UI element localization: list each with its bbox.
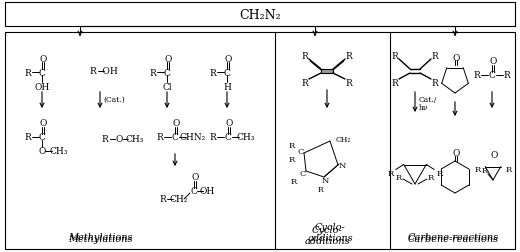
Text: R: R [481,166,487,174]
Text: (Cat.): (Cat.) [103,96,125,104]
Text: R: R [291,177,297,185]
Text: O: O [40,54,47,63]
Text: R: R [432,51,438,60]
Text: O: O [115,135,123,144]
Text: R: R [387,169,394,177]
Text: Carbene-reactions: Carbene-reactions [408,235,499,243]
Text: R: R [474,71,480,80]
Text: R: R [392,79,398,88]
Text: C: C [164,68,171,77]
Text: R: R [302,79,308,88]
Text: R: R [505,166,512,174]
Text: C: C [172,133,178,142]
Text: Methylations: Methylations [68,235,132,243]
Text: C: C [38,68,45,77]
Text: R: R [289,141,295,149]
Text: C: C [224,68,230,77]
Text: R: R [346,51,353,60]
Text: Cyclo-
additions: Cyclo- additions [307,223,353,242]
Text: OH: OH [34,82,49,91]
Text: O: O [38,147,46,156]
Text: R: R [504,71,510,80]
Text: C: C [38,133,45,142]
Text: R: R [317,185,323,193]
Text: hν: hν [419,104,428,112]
Text: R: R [160,195,166,204]
Text: O: O [172,119,180,128]
Polygon shape [321,70,333,74]
Text: Cat./: Cat./ [419,96,437,104]
Text: O: O [224,54,232,63]
Text: R: R [150,68,157,77]
Text: R: R [101,135,108,144]
Text: OH: OH [199,187,215,196]
Text: N: N [321,176,329,184]
Text: CH₂N₂: CH₂N₂ [239,9,281,21]
Text: R: R [210,133,216,142]
Text: R: R [392,51,398,60]
Text: C: C [225,133,231,142]
Text: R: R [474,166,480,174]
Text: R: R [302,51,308,60]
Text: O: O [191,173,199,182]
Text: CH₃: CH₃ [126,135,144,144]
Text: CH₂: CH₂ [336,136,352,143]
Text: CH₃: CH₃ [50,147,68,156]
Text: –OH: –OH [98,67,118,76]
Bar [5,3,515,27]
Text: Cl: Cl [162,82,172,91]
Text: Carbene-reactions: Carbene-reactions [408,233,499,241]
Text: CH₂: CH₂ [170,195,188,204]
Text: R: R [24,133,31,142]
Text: R: R [289,155,295,163]
Text: R: R [396,173,402,181]
Text: C: C [190,187,198,196]
Bar [5,33,515,249]
Text: R: R [24,68,31,77]
Text: R: R [436,169,443,177]
Text: N: N [339,161,346,169]
Text: O: O [489,57,497,66]
Text: R: R [210,68,216,77]
Text: CHN₂: CHN₂ [180,133,206,142]
Text: R: R [346,79,353,88]
Text: C: C [489,71,496,80]
Text: O: O [225,119,232,128]
Text: R: R [432,79,438,88]
Text: O: O [452,149,460,158]
Text: R: R [157,133,163,142]
Text: O: O [490,151,498,160]
Text: CH₃: CH₃ [237,133,255,142]
Text: Methylations: Methylations [68,233,132,241]
Text: Cyclo-
additions: Cyclo- additions [304,225,350,245]
Text: R: R [428,173,434,181]
Text: C: C [298,147,304,155]
Text: H: H [223,82,231,91]
Text: O: O [40,119,47,128]
Text: R: R [89,67,96,76]
Text: O: O [164,54,172,63]
Text: O: O [452,53,460,62]
Text: C: C [300,169,306,177]
